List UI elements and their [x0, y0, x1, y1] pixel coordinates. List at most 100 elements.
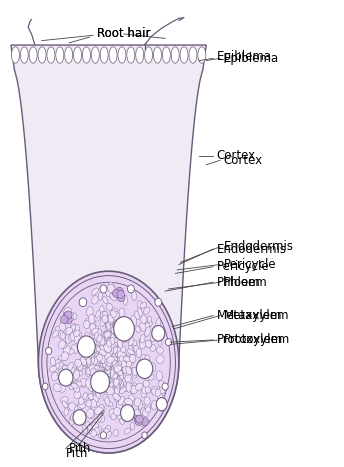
- Ellipse shape: [113, 321, 118, 330]
- Ellipse shape: [91, 47, 99, 63]
- Ellipse shape: [116, 362, 123, 371]
- Ellipse shape: [77, 363, 83, 370]
- Ellipse shape: [82, 425, 87, 434]
- Ellipse shape: [95, 333, 100, 342]
- Ellipse shape: [140, 322, 146, 331]
- Ellipse shape: [144, 355, 150, 363]
- Ellipse shape: [90, 345, 97, 353]
- Ellipse shape: [114, 383, 121, 392]
- Ellipse shape: [123, 295, 127, 305]
- Ellipse shape: [121, 346, 126, 353]
- Ellipse shape: [140, 334, 145, 343]
- Ellipse shape: [89, 363, 96, 372]
- Ellipse shape: [129, 394, 135, 402]
- Ellipse shape: [120, 407, 126, 414]
- Ellipse shape: [68, 403, 76, 411]
- Ellipse shape: [94, 397, 98, 403]
- Ellipse shape: [74, 331, 79, 341]
- Ellipse shape: [124, 411, 131, 419]
- Ellipse shape: [105, 321, 112, 331]
- Ellipse shape: [106, 358, 111, 366]
- Ellipse shape: [98, 331, 104, 341]
- Ellipse shape: [115, 387, 120, 395]
- Ellipse shape: [68, 334, 75, 341]
- Ellipse shape: [113, 359, 120, 367]
- Ellipse shape: [65, 47, 73, 63]
- Ellipse shape: [112, 350, 118, 360]
- Ellipse shape: [108, 358, 116, 366]
- Ellipse shape: [101, 386, 107, 392]
- Ellipse shape: [144, 361, 150, 369]
- Ellipse shape: [123, 356, 130, 362]
- Ellipse shape: [111, 350, 116, 358]
- Ellipse shape: [135, 410, 141, 417]
- Ellipse shape: [93, 369, 99, 378]
- Text: Epiblema: Epiblema: [223, 52, 279, 65]
- Ellipse shape: [92, 326, 98, 334]
- Ellipse shape: [100, 362, 107, 370]
- Ellipse shape: [112, 387, 117, 395]
- Ellipse shape: [45, 347, 52, 354]
- Ellipse shape: [115, 350, 121, 360]
- Ellipse shape: [97, 329, 102, 339]
- Ellipse shape: [84, 333, 90, 340]
- Ellipse shape: [75, 324, 79, 334]
- Ellipse shape: [105, 361, 110, 370]
- Ellipse shape: [110, 356, 117, 364]
- Ellipse shape: [58, 355, 66, 361]
- Ellipse shape: [20, 47, 28, 63]
- Ellipse shape: [92, 296, 98, 304]
- Ellipse shape: [101, 361, 108, 368]
- Ellipse shape: [93, 387, 97, 393]
- Ellipse shape: [91, 430, 97, 437]
- Ellipse shape: [74, 380, 78, 387]
- Ellipse shape: [114, 366, 122, 372]
- Ellipse shape: [70, 333, 76, 340]
- Ellipse shape: [93, 356, 99, 365]
- Ellipse shape: [123, 384, 129, 392]
- Ellipse shape: [106, 359, 111, 366]
- Ellipse shape: [105, 330, 111, 338]
- Ellipse shape: [106, 364, 111, 371]
- Ellipse shape: [106, 359, 112, 367]
- Ellipse shape: [88, 409, 95, 418]
- Ellipse shape: [86, 400, 92, 407]
- Ellipse shape: [117, 330, 122, 337]
- Ellipse shape: [109, 47, 117, 63]
- Ellipse shape: [110, 370, 116, 377]
- Ellipse shape: [113, 374, 118, 379]
- Ellipse shape: [69, 416, 74, 425]
- Ellipse shape: [107, 358, 112, 365]
- Ellipse shape: [112, 308, 118, 314]
- Polygon shape: [11, 45, 206, 453]
- Ellipse shape: [76, 333, 82, 342]
- Ellipse shape: [73, 384, 79, 392]
- Ellipse shape: [100, 376, 106, 384]
- Ellipse shape: [92, 422, 98, 430]
- Ellipse shape: [92, 427, 98, 436]
- Ellipse shape: [125, 336, 130, 342]
- Ellipse shape: [100, 355, 106, 363]
- Text: Protoxylem: Protoxylem: [216, 333, 283, 347]
- Ellipse shape: [65, 316, 72, 324]
- Ellipse shape: [119, 356, 124, 362]
- Ellipse shape: [99, 345, 105, 353]
- Ellipse shape: [122, 356, 127, 362]
- Text: Root hair: Root hair: [97, 28, 150, 41]
- Ellipse shape: [76, 365, 82, 371]
- Ellipse shape: [109, 408, 116, 417]
- Ellipse shape: [95, 337, 101, 347]
- Ellipse shape: [53, 383, 61, 392]
- Ellipse shape: [156, 397, 167, 411]
- Ellipse shape: [131, 316, 137, 325]
- Ellipse shape: [162, 383, 168, 390]
- Ellipse shape: [158, 381, 164, 388]
- Ellipse shape: [65, 403, 72, 410]
- Ellipse shape: [140, 303, 147, 308]
- Text: Phloem: Phloem: [223, 276, 267, 289]
- Ellipse shape: [100, 311, 108, 318]
- Ellipse shape: [59, 323, 66, 331]
- Ellipse shape: [156, 371, 163, 381]
- Ellipse shape: [90, 368, 96, 376]
- Ellipse shape: [113, 339, 118, 347]
